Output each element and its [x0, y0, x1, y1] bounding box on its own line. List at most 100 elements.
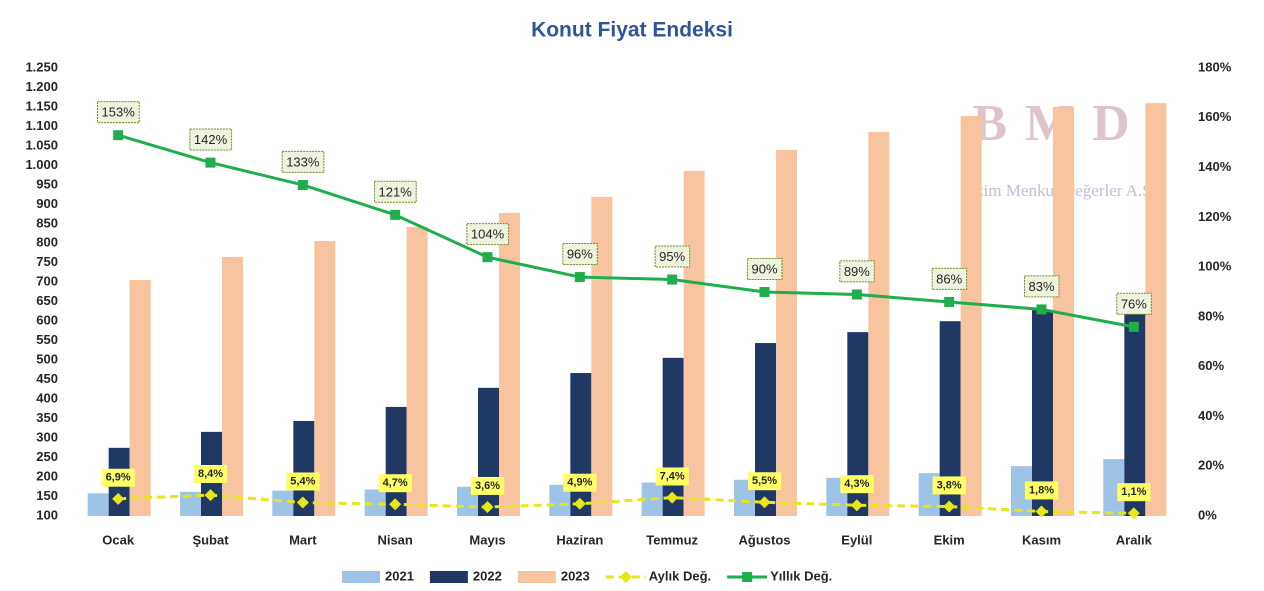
- marker: [759, 287, 770, 297]
- bar: [1103, 459, 1125, 516]
- data-label: 3,8%: [932, 476, 966, 495]
- y-tick-label: 700: [36, 274, 58, 289]
- bar: [1011, 466, 1032, 516]
- data-label-text: 5,4%: [290, 475, 315, 487]
- marker: [390, 209, 401, 220]
- data-label: 6,9%: [101, 468, 135, 487]
- data-label: 133%: [281, 150, 325, 173]
- marker: [204, 489, 217, 502]
- x-tick-label: Haziran: [556, 532, 603, 547]
- x-tick-label: Aralık: [1116, 532, 1153, 547]
- legend-label: Yıllık Değ.: [770, 568, 832, 583]
- bar: [847, 332, 869, 516]
- data-label-text: 104%: [471, 227, 505, 242]
- marker: [943, 500, 956, 513]
- bar: [776, 149, 797, 516]
- data-label-text: 95%: [659, 249, 685, 264]
- marker: [482, 252, 493, 263]
- data-label-box: [931, 267, 968, 290]
- marker: [1036, 304, 1047, 315]
- marker: [1035, 505, 1048, 518]
- y-tick-label: 200: [36, 468, 58, 483]
- watermark-logo: BMD: [972, 95, 1147, 152]
- bar: [180, 491, 201, 516]
- data-label: 3,6%: [470, 476, 505, 495]
- bar: [406, 226, 428, 516]
- data-label-box: [286, 472, 320, 491]
- y-tick-label: 250: [36, 449, 58, 464]
- data-label-box: [101, 468, 135, 487]
- y2-tick-label: 20%: [1198, 458, 1224, 473]
- data-label-text: 133%: [286, 154, 320, 169]
- data-label: 83%: [1023, 275, 1060, 298]
- data-label: 5,5%: [747, 472, 782, 491]
- y2-tick-label: 140%: [1198, 159, 1232, 174]
- data-label-box: [1116, 292, 1152, 315]
- data-label-text: 3,6%: [475, 480, 500, 492]
- legend-swatch: [342, 571, 380, 583]
- data-label-text: 4,3%: [844, 478, 869, 490]
- y-tick-label: 350: [36, 410, 58, 425]
- bar: [499, 212, 520, 516]
- bar: [272, 490, 294, 516]
- y-tick-label: 1.150: [25, 98, 58, 113]
- data-label: 86%: [931, 267, 968, 290]
- marker: [1128, 321, 1139, 332]
- data-label-text: 8,4%: [198, 468, 223, 480]
- data-label-box: [470, 476, 505, 495]
- bar: [570, 373, 592, 516]
- data-label-text: 83%: [1028, 279, 1054, 294]
- y-tick-label: 850: [36, 215, 58, 230]
- data-label: 96%: [562, 243, 598, 266]
- legend-swatch: [742, 572, 753, 582]
- marker: [297, 179, 308, 190]
- data-label-text: 6,9%: [106, 472, 131, 484]
- data-label-box: [562, 243, 598, 266]
- bar: [868, 131, 890, 516]
- x-tick-label: Temmuz: [646, 532, 698, 547]
- y-tick-label: 400: [36, 391, 58, 406]
- marker: [944, 296, 955, 307]
- bar: [87, 493, 109, 516]
- bar: [129, 279, 151, 516]
- marker: [481, 501, 494, 514]
- data-label: 95%: [654, 245, 691, 268]
- bar: [1124, 304, 1146, 516]
- y-tick-label: 800: [36, 235, 58, 250]
- x-tick-label: Kasım: [1022, 532, 1061, 547]
- legend-label: 2022: [473, 568, 502, 583]
- bar: [549, 484, 571, 516]
- marker: [112, 492, 125, 505]
- data-label: 153%: [97, 101, 140, 124]
- marker: [205, 157, 216, 168]
- y-tick-label: 1.050: [25, 137, 58, 152]
- marker: [1127, 507, 1140, 520]
- data-label-box: [466, 223, 510, 246]
- data-label-box: [281, 150, 325, 173]
- bar: [314, 240, 336, 516]
- marker: [573, 497, 586, 510]
- data-label-box: [1023, 275, 1060, 298]
- data-label-text: 4,9%: [567, 477, 592, 489]
- y-tick-label: 100: [36, 507, 58, 522]
- data-label-box: [563, 473, 597, 492]
- data-label-text: 3,8%: [937, 479, 962, 491]
- data-label-box: [193, 464, 228, 483]
- marker: [666, 491, 679, 504]
- y-tick-label: 900: [36, 196, 58, 211]
- y-tick-label: 650: [36, 293, 58, 308]
- data-label: 1,1%: [1117, 483, 1151, 502]
- y-tick-label: 500: [36, 352, 58, 367]
- data-label-box: [189, 128, 233, 151]
- bar: [1145, 103, 1167, 517]
- data-label: 4,3%: [840, 475, 874, 494]
- x-tick-label: Ocak: [102, 532, 135, 547]
- legend-label: 2021: [385, 568, 414, 583]
- data-label: 121%: [374, 180, 417, 203]
- bar: [364, 489, 386, 516]
- data-label: 7,4%: [655, 467, 689, 486]
- data-label-text: 142%: [194, 132, 228, 147]
- y2-tick-label: 180%: [1198, 59, 1232, 74]
- bar: [683, 170, 705, 516]
